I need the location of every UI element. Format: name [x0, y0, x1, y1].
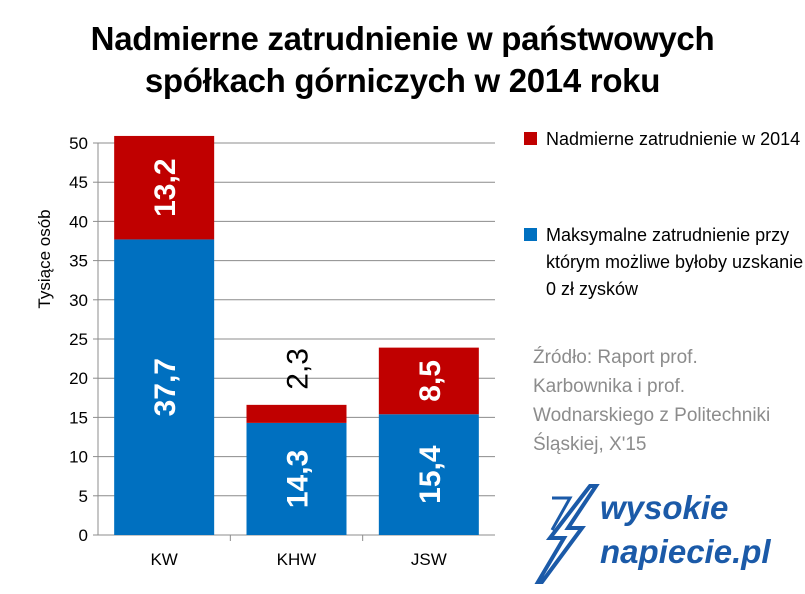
- legend-label-excess: Nadmierne zatrudnienie w 2014: [546, 129, 801, 149]
- data-label-kw-series-1: 13,2: [149, 158, 182, 216]
- y-tick-label: 35: [69, 252, 88, 271]
- logo: wysokie napiecie.pl: [530, 478, 800, 588]
- data-label-khw-series-0: 14,3: [282, 450, 315, 508]
- y-tick-label: 40: [69, 212, 88, 231]
- legend-swatch-excess: [524, 132, 537, 145]
- y-tick-label: 10: [69, 448, 88, 467]
- chart-title: Nadmierne zatrudnienie w państwowych spó…: [0, 18, 805, 102]
- y-tick-label: 0: [79, 526, 88, 545]
- x-category-label: KW: [150, 550, 177, 569]
- y-tick-label: 15: [69, 408, 88, 427]
- data-label-jsw-series-1: 8,5: [414, 360, 447, 402]
- y-tick-label: 30: [69, 291, 88, 310]
- lightning-logo-icon: [534, 484, 600, 584]
- y-tick-label: 20: [69, 369, 88, 388]
- source-note: Źródło: Raport prof. Karbownika i prof. …: [533, 347, 771, 455]
- chart-title-line-1: Nadmierne zatrudnienie w państwowych: [90, 20, 715, 57]
- y-tick-label: 5: [79, 487, 88, 506]
- legend-swatch-max: [524, 228, 537, 241]
- bar-khw-series-1: [246, 404, 347, 423]
- bar-khw-series-0: [246, 422, 347, 535]
- logo-line-2: napiecie.pl: [600, 533, 771, 570]
- legend-label-max: Maksymalne zatrudnienie przy którym możl…: [546, 225, 804, 299]
- bar-kw-series-0: [114, 239, 215, 535]
- data-label-jsw-series-0: 15,4: [414, 445, 447, 504]
- bar-jsw-series-1: [378, 347, 479, 415]
- y-tick-label: 45: [69, 173, 88, 192]
- data-label-khw-series-1: 2,3: [282, 348, 315, 390]
- bar-kw-series-1: [114, 135, 215, 240]
- y-axis-label: Tysiące osób: [35, 209, 54, 308]
- y-tick-label: 25: [69, 330, 88, 349]
- x-category-label: JSW: [411, 550, 447, 569]
- bar-jsw-series-0: [378, 414, 479, 535]
- y-tick-label: 50: [69, 134, 88, 153]
- chart-title-line-2: spółkach górniczych w 2014 roku: [144, 62, 661, 99]
- data-label-kw-series-0: 37,7: [149, 358, 182, 416]
- x-category-label: KHW: [277, 550, 317, 569]
- logo-line-1: wysokie: [600, 489, 729, 526]
